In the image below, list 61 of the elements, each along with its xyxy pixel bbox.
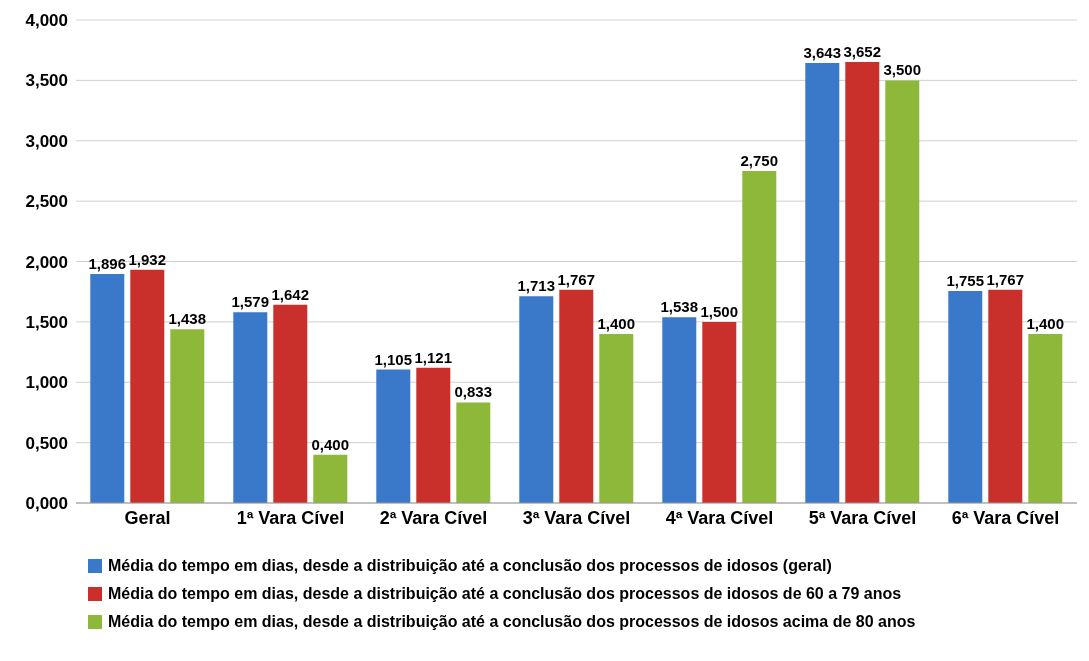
y-tick-label: 3,500 [25,71,68,91]
bar [559,289,594,503]
legend-label: Média do tempo em dias, desde a distribuição até a conclusão dos processos de idosos (geral) [108,557,832,575]
bar [130,269,165,503]
bar [662,317,697,503]
bar [702,321,737,503]
x-tick-label: 4ª Vara Cível [665,507,774,528]
data-label: 1,438 [168,310,207,328]
y-tick-label: 2,500 [25,192,68,212]
data-label: 1,400 [1026,314,1065,332]
y-tick-label: 3,000 [25,131,68,151]
data-label: 1,755 [946,272,985,290]
bar [416,367,451,503]
bar [170,329,205,503]
data-label: 3,652 [843,43,882,61]
data-label: 1,767 [986,270,1025,288]
bar [456,402,491,503]
data-label: 1,642 [271,285,310,303]
bar [805,63,840,503]
bar [273,304,308,503]
data-label: 1,932 [128,250,167,268]
y-tick-label: 0,000 [25,494,68,514]
data-label: 0,400 [311,435,350,453]
data-label: 3,500 [883,61,922,79]
bar [1028,333,1063,503]
data-label: 3,643 [803,44,842,62]
bar [90,274,125,503]
x-tick-label: 2ª Vara Cível [379,507,488,528]
data-label: 0,833 [454,383,493,401]
x-tick-label: 1ª Vara Cível [236,507,345,528]
y-tick-label: 1,000 [25,373,68,393]
bar [599,333,634,503]
y-tick-label: 1,500 [25,312,68,332]
bar [313,454,348,503]
data-label: 1,538 [660,298,699,316]
data-label: 1,896 [88,255,127,273]
x-tick-label: Geral [124,507,171,528]
x-tick-label: 6ª Vara Cível [951,507,1060,528]
legend-label: Média do tempo em dias, desde a distribuição até a conclusão dos processos de idosos acima de 80 anos [108,613,916,631]
data-label: 1,579 [231,293,270,311]
bar [885,80,920,503]
bar [845,62,880,503]
data-label: 1,713 [517,277,556,295]
bar [376,369,411,503]
data-label: 1,121 [414,348,453,366]
y-tick-label: 0,500 [25,433,68,453]
data-label: 2,750 [740,151,779,169]
legend-label: Média do tempo em dias, desde a distribuição até a conclusão dos processos de idosos de 60 a 79 anos [108,585,902,603]
y-tick-label: 4,000 [25,11,68,31]
data-label: 1,105 [374,350,413,368]
y-tick-label: 2,000 [25,252,68,272]
bar [519,296,554,503]
bar [988,289,1023,503]
x-tick-label: 3ª Vara Cível [522,507,631,528]
data-label: 1,400 [597,314,636,332]
x-tick-label: 5ª Vara Cível [808,507,917,528]
bar [742,170,777,503]
data-label: 1,767 [557,270,596,288]
bar [948,291,983,503]
bar [233,312,268,503]
data-label: 1,500 [700,302,739,320]
